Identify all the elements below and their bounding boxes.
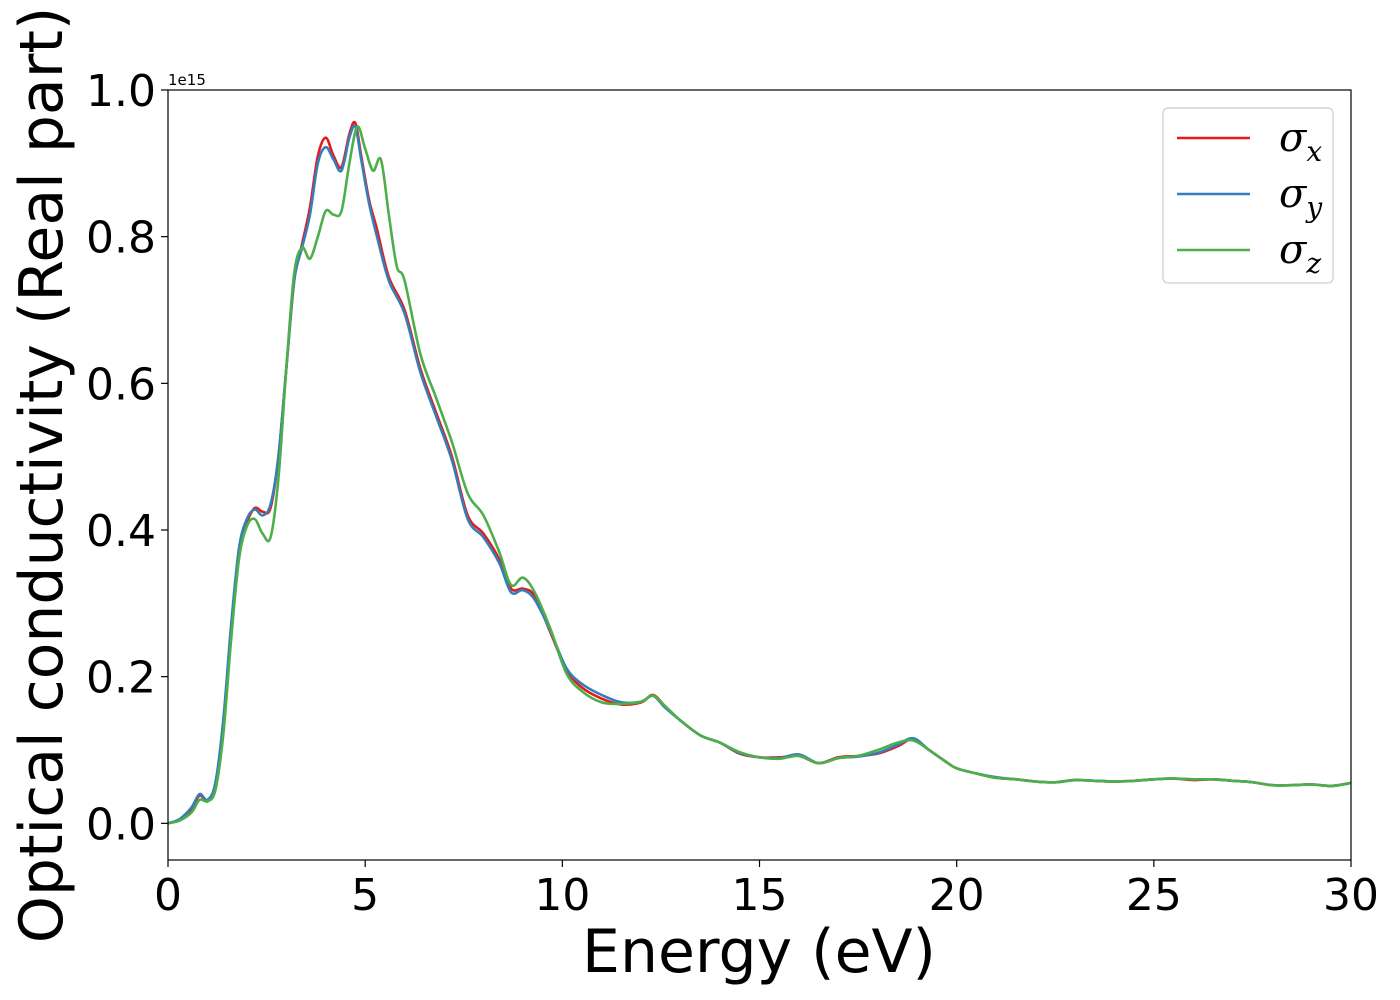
x-tick-label: 0 [154, 870, 182, 921]
y-tick-label: 0.6 [86, 359, 156, 410]
y-tick-label: 0.8 [86, 213, 156, 264]
y-offset-label: 1e15 [168, 71, 206, 89]
x-tick-label: 15 [732, 870, 788, 921]
legend-label-y: σy [1279, 171, 1323, 224]
legend-box [1162, 107, 1334, 284]
x-tick-label: 30 [1323, 870, 1379, 921]
y-tick-label: 1.0 [86, 66, 156, 117]
y-tick-label: 0.2 [86, 653, 156, 704]
y-tick-label: 0.0 [86, 799, 156, 850]
y-tick-label: 0.4 [86, 506, 156, 557]
legend-label-z: σz [1279, 227, 1321, 280]
x-tick-label: 10 [534, 870, 590, 921]
y-axis-title: Optical conductivity (Real part) [7, 7, 77, 944]
x-tick-label: 25 [1126, 870, 1182, 921]
x-tick-label: 5 [351, 870, 379, 921]
x-tick-label: 20 [929, 870, 985, 921]
y-axis: 0.0 0.2 0.4 0.6 0.8 1.0 [86, 66, 168, 850]
series-layer [167, 120, 1352, 825]
legend-label-x: σx [1279, 115, 1322, 168]
x-axis: 0 5 10 15 20 25 30 [154, 860, 1379, 921]
series-line-z [167, 125, 1352, 825]
x-axis-title: Energy (eV) [582, 917, 936, 987]
